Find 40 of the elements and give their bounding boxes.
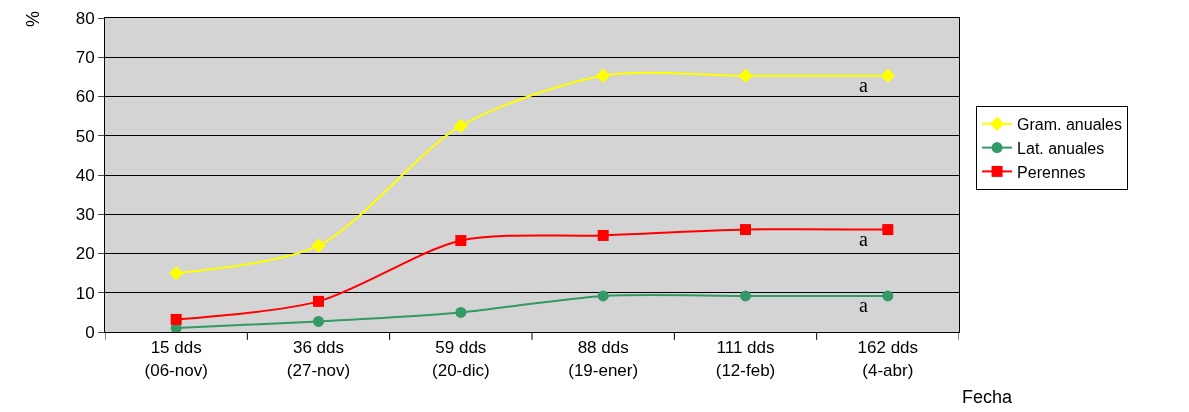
point bbox=[455, 235, 467, 247]
y-tick-label: 60 bbox=[75, 87, 95, 107]
x-tick-label: 36 dds (27-nov) bbox=[286, 338, 351, 380]
point bbox=[597, 229, 609, 241]
x-axis-title: Fecha bbox=[962, 387, 1014, 407]
point bbox=[313, 315, 324, 327]
y-tick-label: 30 bbox=[75, 205, 95, 225]
y-tick-label: 70 bbox=[75, 48, 95, 68]
legend-label: Perennes bbox=[1017, 163, 1086, 181]
point bbox=[738, 68, 753, 83]
point bbox=[740, 290, 751, 302]
x-tick-label: 88 dds (19-ener) bbox=[568, 338, 639, 380]
point bbox=[597, 290, 609, 302]
annotation: a bbox=[859, 74, 868, 96]
y-tick-label: 80 bbox=[75, 8, 95, 28]
legend-label: Gram. anuales bbox=[1017, 116, 1123, 134]
point bbox=[169, 265, 184, 281]
point bbox=[313, 295, 324, 307]
x-tick-label: 59 dds (20-dic) bbox=[432, 338, 490, 380]
annotation: a bbox=[859, 228, 868, 250]
point bbox=[740, 224, 751, 236]
y-tick-label: 10 bbox=[75, 283, 95, 303]
x-tick-label: 15 dds (06-nov) bbox=[144, 338, 208, 380]
legend-label: Lat. anuales bbox=[1017, 139, 1105, 157]
point bbox=[455, 306, 467, 318]
point bbox=[880, 68, 895, 83]
y-tick-label: 0 bbox=[85, 322, 95, 342]
point bbox=[596, 68, 611, 83]
point bbox=[882, 224, 894, 236]
y-tick-label: 50 bbox=[75, 126, 95, 146]
annotation: a bbox=[859, 294, 868, 316]
point bbox=[170, 313, 182, 325]
x-tick-label: 162 dds (4-abr) bbox=[857, 338, 919, 380]
point bbox=[882, 290, 894, 302]
point bbox=[311, 238, 326, 253]
y-axis-title: % bbox=[22, 10, 43, 27]
x-tick-label: 111 dds (12-feb) bbox=[715, 338, 776, 380]
y-tick-label: 40 bbox=[75, 165, 95, 185]
y-tick-label: 20 bbox=[75, 244, 95, 264]
point bbox=[453, 118, 468, 134]
